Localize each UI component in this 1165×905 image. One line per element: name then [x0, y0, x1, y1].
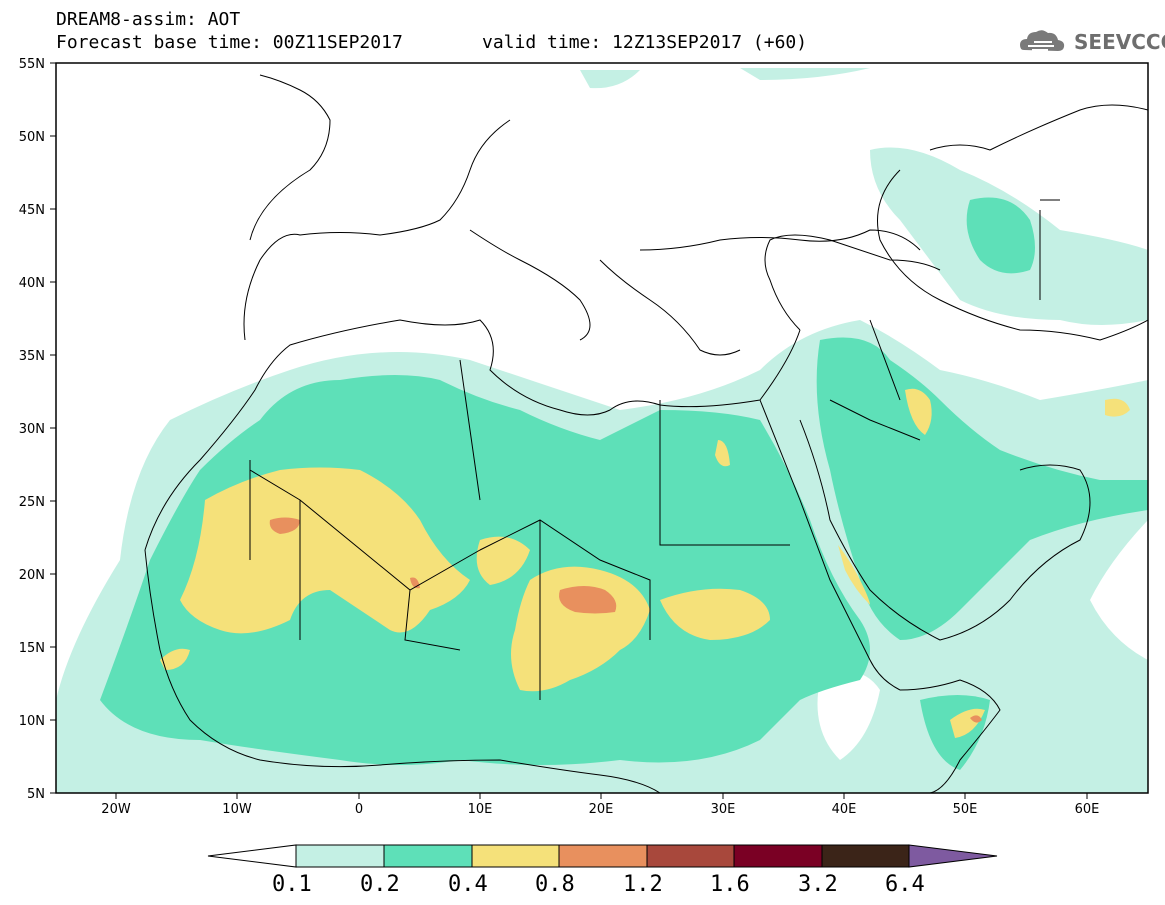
lat-tick-label: 30N — [19, 422, 45, 437]
colorbar-label: 0.1 — [272, 872, 312, 897]
colorbar-segment — [295, 844, 385, 868]
lon-axis: 20W 10W 0 10E 20E 30E 40E 50E 60E — [101, 793, 1099, 817]
logo-text: SEEVCCC — [1074, 30, 1165, 54]
map-title: DREAM8-assim: AOT — [56, 9, 241, 30]
lat-tick-label: 45N — [19, 203, 45, 218]
aot-field — [56, 63, 1148, 793]
lon-tick-label: 0 — [355, 802, 363, 817]
colorbar — [207, 844, 998, 868]
lon-tick-label: 60E — [1075, 802, 1100, 817]
lat-tick-label: 20N — [19, 568, 45, 583]
lat-tick-label: 10N — [19, 714, 45, 729]
lon-tick-label: 20E — [589, 802, 614, 817]
colorbar-label: 0.8 — [535, 872, 575, 897]
lat-tick-label: 40N — [19, 276, 45, 291]
lat-tick-label: 5N — [27, 787, 45, 802]
colorbar-label: 3.2 — [798, 872, 838, 897]
lat-tick-label: 25N — [19, 495, 45, 510]
lon-tick-label: 30E — [711, 802, 736, 817]
colorbar-segment — [558, 844, 648, 868]
lat-tick-label: 50N — [19, 130, 45, 145]
lon-tick-label: 50E — [953, 802, 978, 817]
colorbar-segment — [733, 844, 823, 868]
colorbar-arrow-right — [908, 844, 998, 868]
valid-time: valid time: 12Z13SEP2017 (+60) — [482, 32, 808, 53]
lat-axis: 55N 50N 45N 40N 35N 30N 25N 20N 15N 10N … — [19, 57, 56, 802]
coastlines — [144, 74, 1148, 793]
colorbar-label: 6.4 — [885, 872, 925, 897]
lat-tick-label: 35N — [19, 349, 45, 364]
lat-tick-label: 15N — [19, 641, 45, 656]
lon-tick-label: 20W — [101, 802, 131, 817]
colorbar-label: 0.2 — [360, 872, 400, 897]
lat-tick-label: 55N — [19, 57, 45, 72]
forecast-base-time: Forecast base time: 00Z11SEP2017 — [56, 32, 403, 53]
lon-tick-label: 40E — [832, 802, 857, 817]
colorbar-label: 1.2 — [623, 872, 663, 897]
colorbar-segment — [821, 844, 910, 868]
lon-tick-label: 10W — [222, 802, 252, 817]
colorbar-label: 0.4 — [448, 872, 488, 897]
colorbar-arrow-left — [207, 844, 297, 868]
colorbar-segment — [646, 844, 735, 868]
colorbar-segment — [383, 844, 473, 868]
lon-tick-label: 10E — [468, 802, 493, 817]
colorbar-segment — [471, 844, 560, 868]
cloud-icon — [1020, 30, 1065, 51]
colorbar-label: 1.6 — [710, 872, 750, 897]
